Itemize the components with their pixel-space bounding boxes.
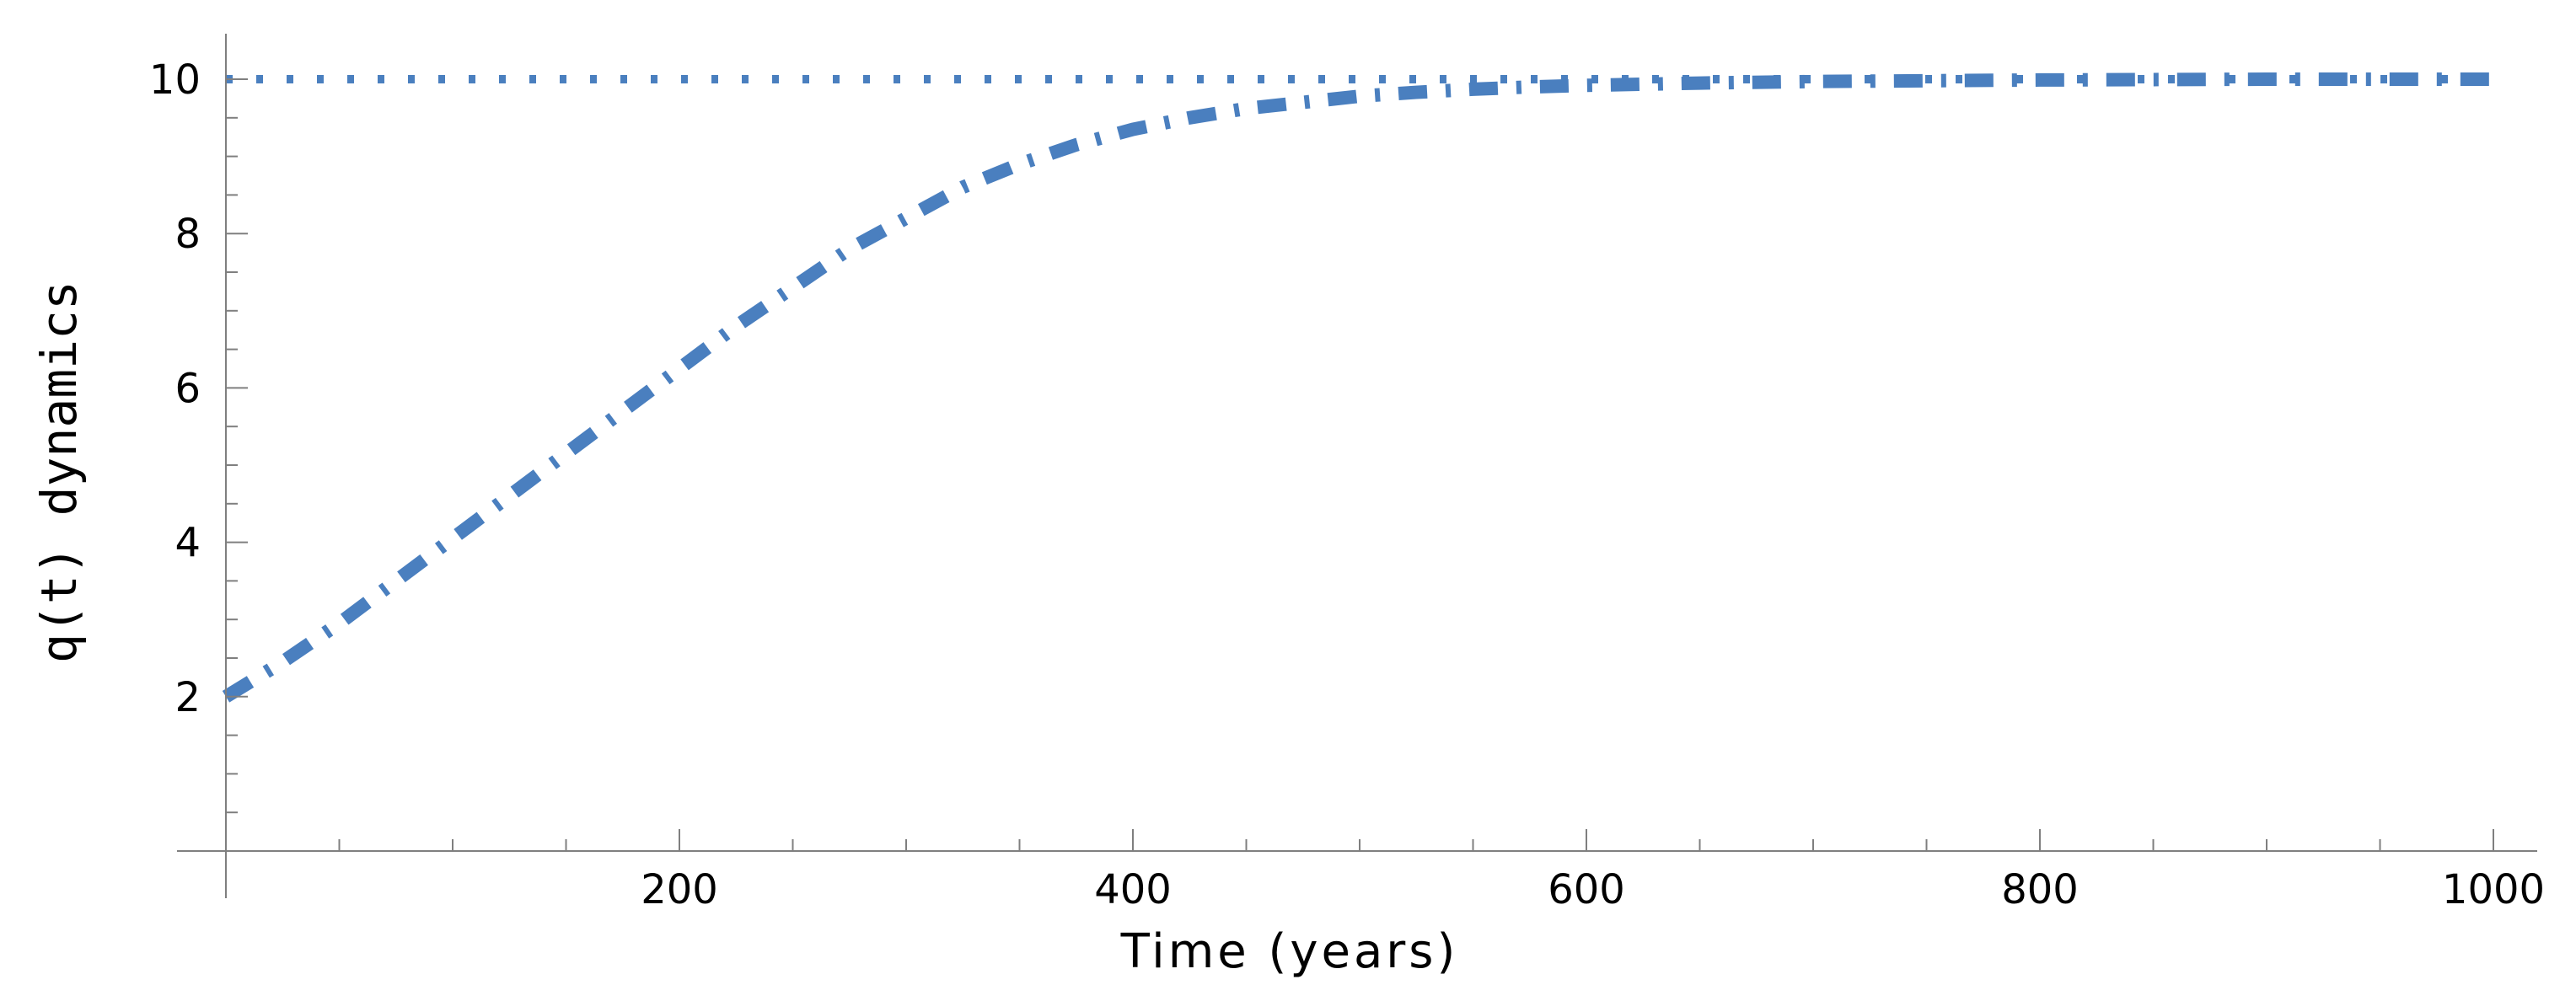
series-line-dashdot (222, 72, 2493, 703)
x-axis-title: Time (years) (1120, 924, 1459, 979)
y-axis-title: q(t) dynamics (30, 281, 88, 663)
minor-ticks (226, 116, 2381, 851)
x-ticks: 200 400 600 800 1000 (641, 829, 2545, 913)
y-tick-label: 8 (174, 211, 201, 258)
x-tick-label: 600 (1548, 866, 1625, 913)
x-tick-label: 1000 (2442, 866, 2545, 913)
y-ticks: 2 4 6 8 10 (149, 56, 248, 721)
x-tick-label: 400 (1094, 866, 1172, 913)
y-tick-label: 6 (174, 365, 201, 412)
x-tick-label: 800 (2001, 866, 2079, 913)
y-tick-label: 2 (174, 674, 201, 721)
y-tick-label: 4 (174, 520, 201, 567)
y-tick-label: 10 (149, 56, 201, 104)
series-layer (222, 72, 2493, 703)
x-tick-label: 200 (641, 866, 718, 913)
